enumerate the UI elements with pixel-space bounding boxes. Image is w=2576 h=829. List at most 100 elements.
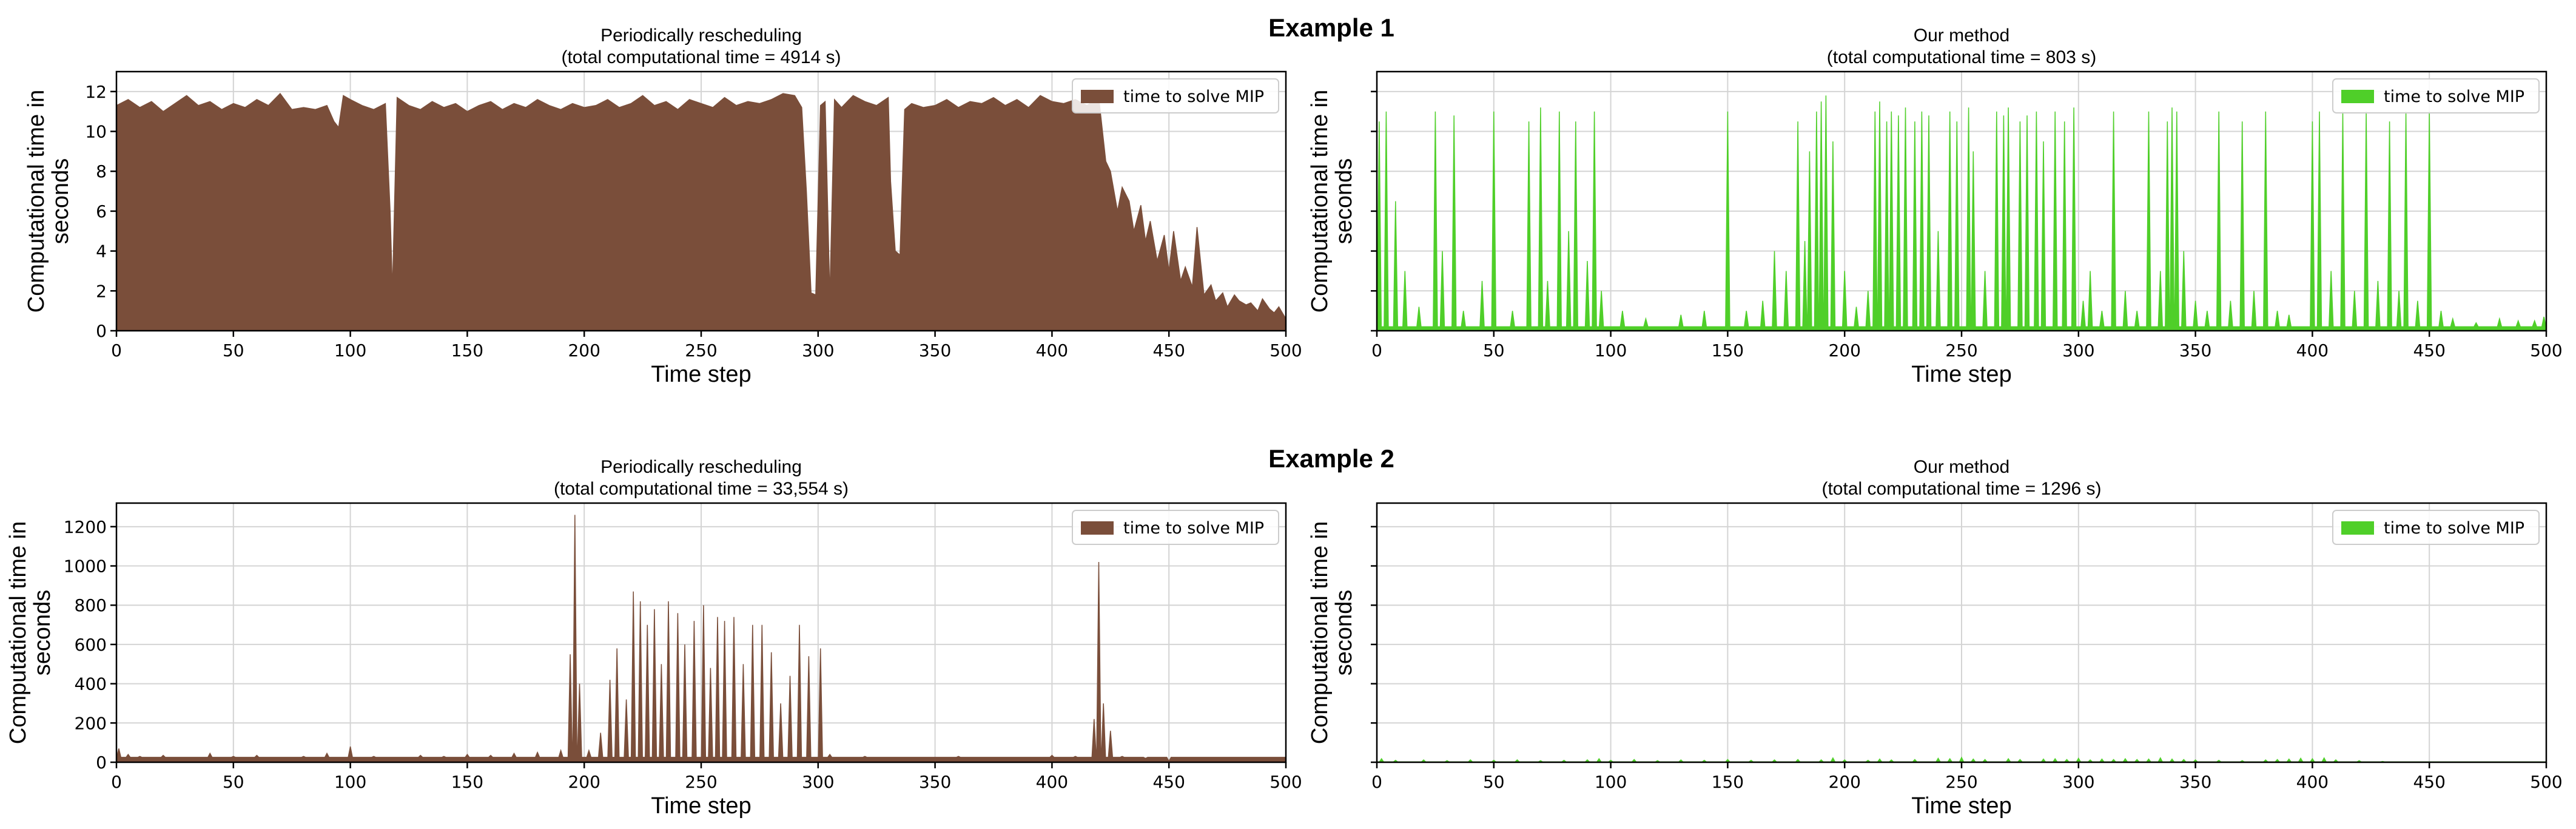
chart-1-xtick-label: 450 bbox=[1152, 340, 1185, 360]
chart-3-ylabel-line2: seconds bbox=[30, 590, 55, 676]
chart-1-legend-label: time to solve MIP bbox=[1123, 87, 1264, 106]
chart-4-xtick-label: 300 bbox=[2062, 772, 2094, 792]
chart-3-legend-label: time to solve MIP bbox=[1123, 519, 1264, 538]
chart-3-xtick-label: 300 bbox=[802, 772, 834, 792]
chart-3-legend-swatch bbox=[1081, 521, 1114, 535]
chart-4-xtick-label: 450 bbox=[2413, 772, 2445, 792]
chart-4-legend-label: time to solve MIP bbox=[2384, 519, 2524, 538]
chart-1-ytick-label: 0 bbox=[96, 321, 107, 341]
chart-1-ylabel-line1: Computational time in bbox=[24, 90, 49, 313]
chart-1-xtick-label: 100 bbox=[334, 340, 366, 360]
chart-1-xtick-label: 0 bbox=[111, 340, 122, 360]
chart-1-xtick-label: 150 bbox=[451, 340, 483, 360]
chart-1-area-series bbox=[116, 92, 1286, 331]
chart-1-ytick-label: 12 bbox=[85, 82, 107, 102]
chart-1-xtick-label: 350 bbox=[919, 340, 951, 360]
chart-2-area-series bbox=[1377, 95, 2546, 331]
chart-2-xtick-label: 50 bbox=[1483, 340, 1505, 360]
chart-2-legend-swatch bbox=[2341, 90, 2374, 103]
chart-4-xtick-label: 400 bbox=[2296, 772, 2329, 792]
chart-1-ytick-label: 10 bbox=[85, 122, 107, 142]
chart-1-ytick-label: 8 bbox=[96, 161, 107, 181]
chart-3-title: Periodically rescheduling bbox=[600, 457, 802, 477]
chart-1-xlabel: Time step bbox=[651, 362, 751, 387]
chart-4-legend-swatch bbox=[2341, 521, 2374, 535]
chart-1-title: Periodically rescheduling bbox=[600, 25, 802, 46]
chart-2-xtick-label: 300 bbox=[2062, 340, 2094, 360]
chart-3-area-series bbox=[116, 515, 1286, 762]
chart-2-xtick-label: 350 bbox=[2179, 340, 2211, 360]
chart-1-xtick-label: 500 bbox=[1270, 340, 1302, 360]
chart-3-ytick-label: 1000 bbox=[64, 557, 107, 577]
chart-4-legend: time to solve MIP bbox=[2332, 510, 2540, 545]
chart-4-xtick-label: 200 bbox=[1828, 772, 1860, 792]
chart-4-xtick-label: 150 bbox=[1712, 772, 1744, 792]
chart-4-xtick-label: 500 bbox=[2530, 772, 2562, 792]
chart-4-xtick-label: 100 bbox=[1595, 772, 1627, 792]
chart-4-xtick-label: 250 bbox=[1945, 772, 1977, 792]
chart-1-xtick-label: 250 bbox=[685, 340, 717, 360]
chart-2-subtitle: (total computational time = 803 s) bbox=[1827, 47, 2096, 67]
chart-1-legend-box bbox=[1072, 78, 1279, 113]
chart-3-xtick-label: 100 bbox=[334, 772, 366, 792]
chart-3-ytick-label: 400 bbox=[75, 674, 107, 694]
chart-1-legend-swatch bbox=[1081, 90, 1114, 103]
chart-1-subtitle: (total computational time = 4914 s) bbox=[561, 47, 841, 67]
chart-3-xtick-label: 0 bbox=[111, 772, 122, 792]
chart-3-ylabel-line1: Computational time in bbox=[5, 521, 31, 745]
chart-4-legend-box bbox=[2332, 510, 2540, 545]
chart-3-xtick-label: 450 bbox=[1152, 772, 1185, 792]
chart-3-ytick-label: 1200 bbox=[64, 517, 107, 537]
chart-3-legend: time to solve MIP bbox=[1072, 510, 1279, 545]
chart-2-title: Our method bbox=[1914, 25, 2009, 46]
panel-ours-example-2: Our method(total computational time = 12… bbox=[1307, 457, 2563, 819]
chart-4-xlabel: Time step bbox=[1911, 793, 2011, 819]
chart-2-legend: time to solve MIP bbox=[2332, 78, 2540, 113]
chart-3-ytick-label: 600 bbox=[75, 635, 107, 655]
chart-2-xtick-label: 0 bbox=[1371, 340, 1382, 360]
chart-2-xtick-label: 250 bbox=[1945, 340, 1977, 360]
chart-2-xtick-label: 450 bbox=[2413, 340, 2445, 360]
chart-1-ylabel-line2: seconds bbox=[48, 158, 73, 245]
chart-3-xlabel: Time step bbox=[651, 793, 751, 819]
chart-4-ylabel-line2: seconds bbox=[1331, 590, 1357, 676]
chart-1-ytick-label: 6 bbox=[96, 201, 107, 222]
chart-2-xtick-label: 150 bbox=[1712, 340, 1744, 360]
chart-2-xtick-label: 200 bbox=[1828, 340, 1860, 360]
chart-4-xtick-label: 0 bbox=[1371, 772, 1382, 792]
chart-1-xtick-label: 200 bbox=[568, 340, 600, 360]
chart-1-xtick-label: 300 bbox=[802, 340, 834, 360]
chart-2-xtick-label: 500 bbox=[2530, 340, 2562, 360]
chart-1-xtick-label: 50 bbox=[223, 340, 244, 360]
chart-4-xtick-label: 350 bbox=[2179, 772, 2211, 792]
chart-2-xlabel: Time step bbox=[1911, 362, 2011, 387]
panel-periodic-example-1: Periodically rescheduling(total computat… bbox=[24, 25, 1302, 387]
chart-1-ytick-label: 2 bbox=[96, 281, 107, 301]
chart-3-ytick-label: 200 bbox=[75, 713, 107, 733]
chart-3-legend-box bbox=[1072, 510, 1279, 545]
chart-4-title: Our method bbox=[1914, 457, 2009, 477]
panel-ours-example-1: Our method(total computational time = 80… bbox=[1307, 25, 2563, 387]
chart-3-xtick-label: 350 bbox=[919, 772, 951, 792]
chart-3-ytick-label: 800 bbox=[75, 595, 107, 615]
chart-4-ylabel-line1: Computational time in bbox=[1307, 521, 1333, 745]
chart-3-xtick-label: 200 bbox=[568, 772, 600, 792]
chart-2-ylabel-line2: seconds bbox=[1331, 158, 1357, 245]
chart-2-legend-label: time to solve MIP bbox=[2384, 87, 2524, 106]
chart-3-xtick-label: 400 bbox=[1036, 772, 1068, 792]
chart-1-xtick-label: 400 bbox=[1036, 340, 1068, 360]
example-1-label: Example 1 bbox=[1268, 13, 1394, 42]
chart-2-ylabel-line1: Computational time in bbox=[1307, 90, 1333, 313]
example-2-label: Example 2 bbox=[1268, 444, 1394, 473]
chart-2-legend-box bbox=[2332, 78, 2540, 113]
chart-1-legend: time to solve MIP bbox=[1072, 78, 1279, 113]
chart-3-xtick-label: 150 bbox=[451, 772, 483, 792]
chart-2-xtick-label: 100 bbox=[1595, 340, 1627, 360]
chart-3-xtick-label: 500 bbox=[1270, 772, 1302, 792]
chart-2-xtick-label: 400 bbox=[2296, 340, 2329, 360]
chart-3-ytick-label: 0 bbox=[96, 753, 107, 773]
chart-1-ytick-label: 4 bbox=[96, 242, 107, 262]
chart-4-subtitle: (total computational time = 1296 s) bbox=[1821, 479, 2101, 499]
chart-3-subtitle: (total computational time = 33,554 s) bbox=[554, 479, 849, 499]
